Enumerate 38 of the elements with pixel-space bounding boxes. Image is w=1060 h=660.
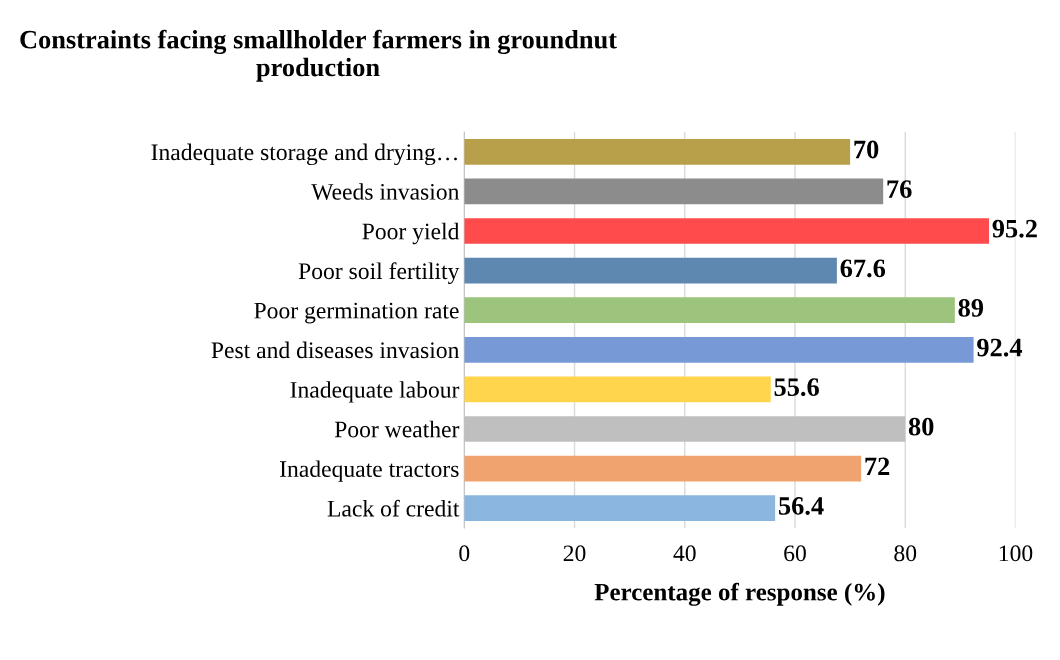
data-label: 67.6 bbox=[840, 259, 886, 278]
x-tick-label: 80 bbox=[894, 545, 917, 562]
x-axis-title: Percentage of response (%) bbox=[594, 582, 885, 606]
x-tick-label: 20 bbox=[563, 545, 586, 562]
bar bbox=[464, 336, 974, 363]
x-tick-label: 60 bbox=[784, 545, 806, 562]
y-tick-label: Poor weather bbox=[334, 420, 460, 438]
y-tick-label: Poor germination rate bbox=[254, 302, 459, 324]
data-label: 92.4 bbox=[977, 338, 1023, 357]
bar bbox=[464, 455, 862, 482]
bar bbox=[464, 297, 955, 324]
bar bbox=[464, 218, 990, 244]
data-label: 89 bbox=[958, 299, 984, 317]
y-tick-label: Inadequate storage and drying… bbox=[151, 143, 457, 166]
bar bbox=[464, 416, 906, 442]
x-tick-label: 100 bbox=[999, 545, 1033, 562]
data-label: 72 bbox=[865, 457, 890, 475]
data-label: 70 bbox=[854, 140, 879, 159]
data-label: 56.4 bbox=[778, 497, 824, 515]
y-tick-label: Pest and diseases invasion bbox=[211, 341, 460, 359]
bar bbox=[464, 376, 771, 403]
bar bbox=[464, 138, 851, 165]
y-tick-label: Weeds invasion bbox=[311, 183, 460, 200]
y-tick-label: Inadequate labour bbox=[290, 381, 460, 403]
y-tick-label: Inadequate tractors bbox=[280, 460, 459, 482]
data-label: 80 bbox=[908, 417, 934, 436]
y-tick-label: Poor yield bbox=[362, 222, 460, 245]
x-tick-label: 0 bbox=[459, 545, 470, 562]
bar bbox=[464, 178, 884, 205]
y-tick-label: Lack of credit bbox=[327, 499, 460, 517]
bar bbox=[464, 495, 776, 522]
chart-title: Constraints facing smallholder farmers in groundnut production bbox=[20, 29, 617, 82]
data-label: 95.2 bbox=[992, 219, 1037, 238]
y-tick-label: Poor soil fertility bbox=[298, 262, 460, 285]
bar bbox=[464, 257, 837, 284]
data-label: 55.6 bbox=[774, 378, 819, 397]
data-label: 76 bbox=[887, 180, 912, 199]
x-tick-label: 40 bbox=[673, 545, 696, 562]
